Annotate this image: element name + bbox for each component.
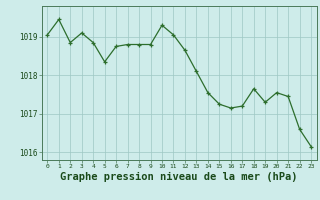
X-axis label: Graphe pression niveau de la mer (hPa): Graphe pression niveau de la mer (hPa) bbox=[60, 172, 298, 182]
